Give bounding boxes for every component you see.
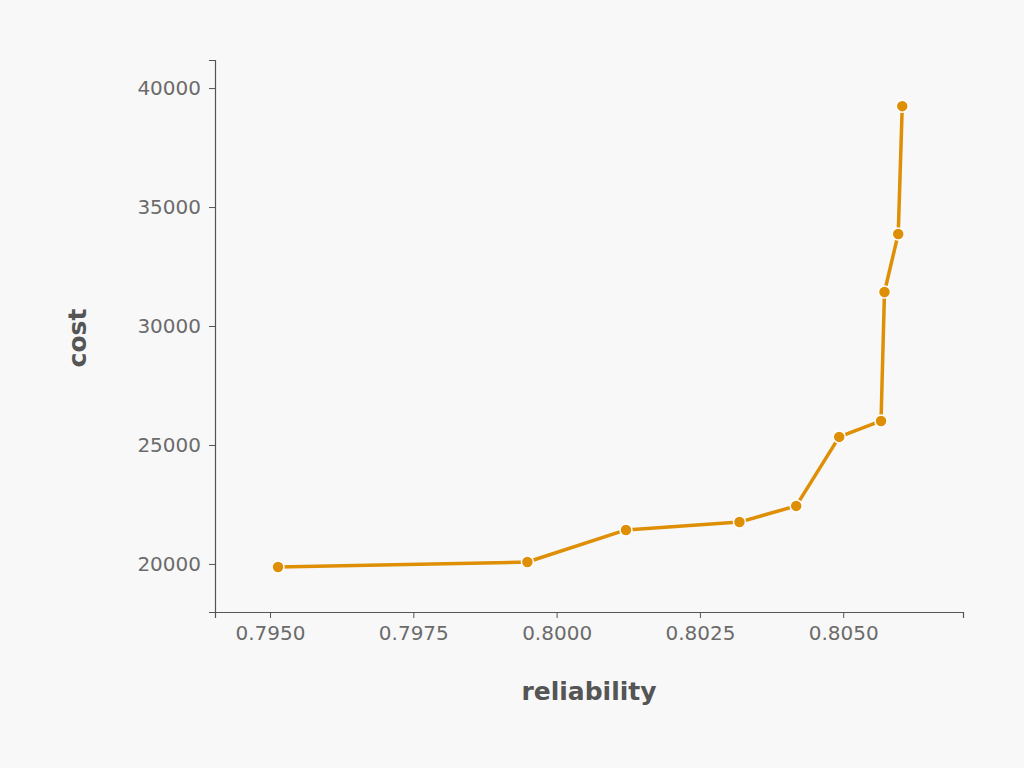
point bbox=[733, 516, 745, 528]
point bbox=[620, 524, 632, 536]
tick: 20000 bbox=[137, 552, 215, 576]
tick: 40000 bbox=[137, 76, 215, 100]
tick-mark bbox=[557, 612, 558, 618]
axis-line bbox=[209, 61, 216, 613]
x-axis: 0.7950 0.7975 0.8000 0.8025 0.8050 bbox=[216, 612, 964, 645]
y-axis-title: cost bbox=[63, 309, 92, 368]
tick-mark bbox=[209, 326, 215, 327]
point bbox=[272, 561, 284, 573]
tick-label: 40000 bbox=[137, 76, 201, 100]
tick-label: 25000 bbox=[137, 433, 201, 457]
y-axis: 20000 25000 30000 35000 40000 bbox=[137, 61, 215, 613]
tick-mark bbox=[843, 612, 844, 618]
tick-mark bbox=[209, 88, 215, 89]
tick-label: 35000 bbox=[137, 195, 201, 219]
point bbox=[790, 500, 802, 512]
point bbox=[878, 286, 890, 298]
x-axis-title: reliability bbox=[521, 677, 656, 706]
tick-label: 0.8025 bbox=[665, 621, 735, 645]
tick-mark bbox=[413, 612, 414, 618]
marks bbox=[272, 100, 908, 573]
tick-label: 20000 bbox=[137, 552, 201, 576]
point bbox=[833, 431, 845, 443]
tick: 0.8025 bbox=[665, 612, 735, 645]
tick: 35000 bbox=[137, 195, 215, 219]
tick-mark bbox=[270, 612, 271, 618]
tick-mark bbox=[209, 445, 215, 446]
tick-label: 0.8050 bbox=[809, 621, 879, 645]
chart: 0.7950 0.7975 0.8000 0.8025 0.8050 20000 25000… bbox=[0, 0, 1024, 768]
tick: 0.8000 bbox=[522, 612, 592, 645]
tick-mark bbox=[209, 564, 215, 565]
point bbox=[892, 228, 904, 240]
axis-line bbox=[216, 613, 964, 619]
point bbox=[896, 100, 908, 112]
tick-mark bbox=[700, 612, 701, 618]
point bbox=[875, 415, 887, 427]
tick-label: 0.8000 bbox=[522, 621, 592, 645]
tick: 0.7975 bbox=[379, 612, 449, 645]
tick-label: 0.7975 bbox=[379, 621, 449, 645]
tick-label: 0.7950 bbox=[236, 621, 306, 645]
tick-label: 30000 bbox=[137, 314, 201, 338]
tick: 0.8050 bbox=[809, 612, 879, 645]
tick-mark bbox=[209, 207, 215, 208]
point bbox=[521, 556, 533, 568]
tick: 30000 bbox=[137, 314, 215, 338]
tick: 0.7950 bbox=[236, 612, 306, 645]
plot: 0.7950 0.7975 0.8000 0.8025 0.8050 20000 25000… bbox=[137, 61, 963, 646]
tick: 25000 bbox=[137, 433, 215, 457]
line bbox=[278, 106, 902, 567]
